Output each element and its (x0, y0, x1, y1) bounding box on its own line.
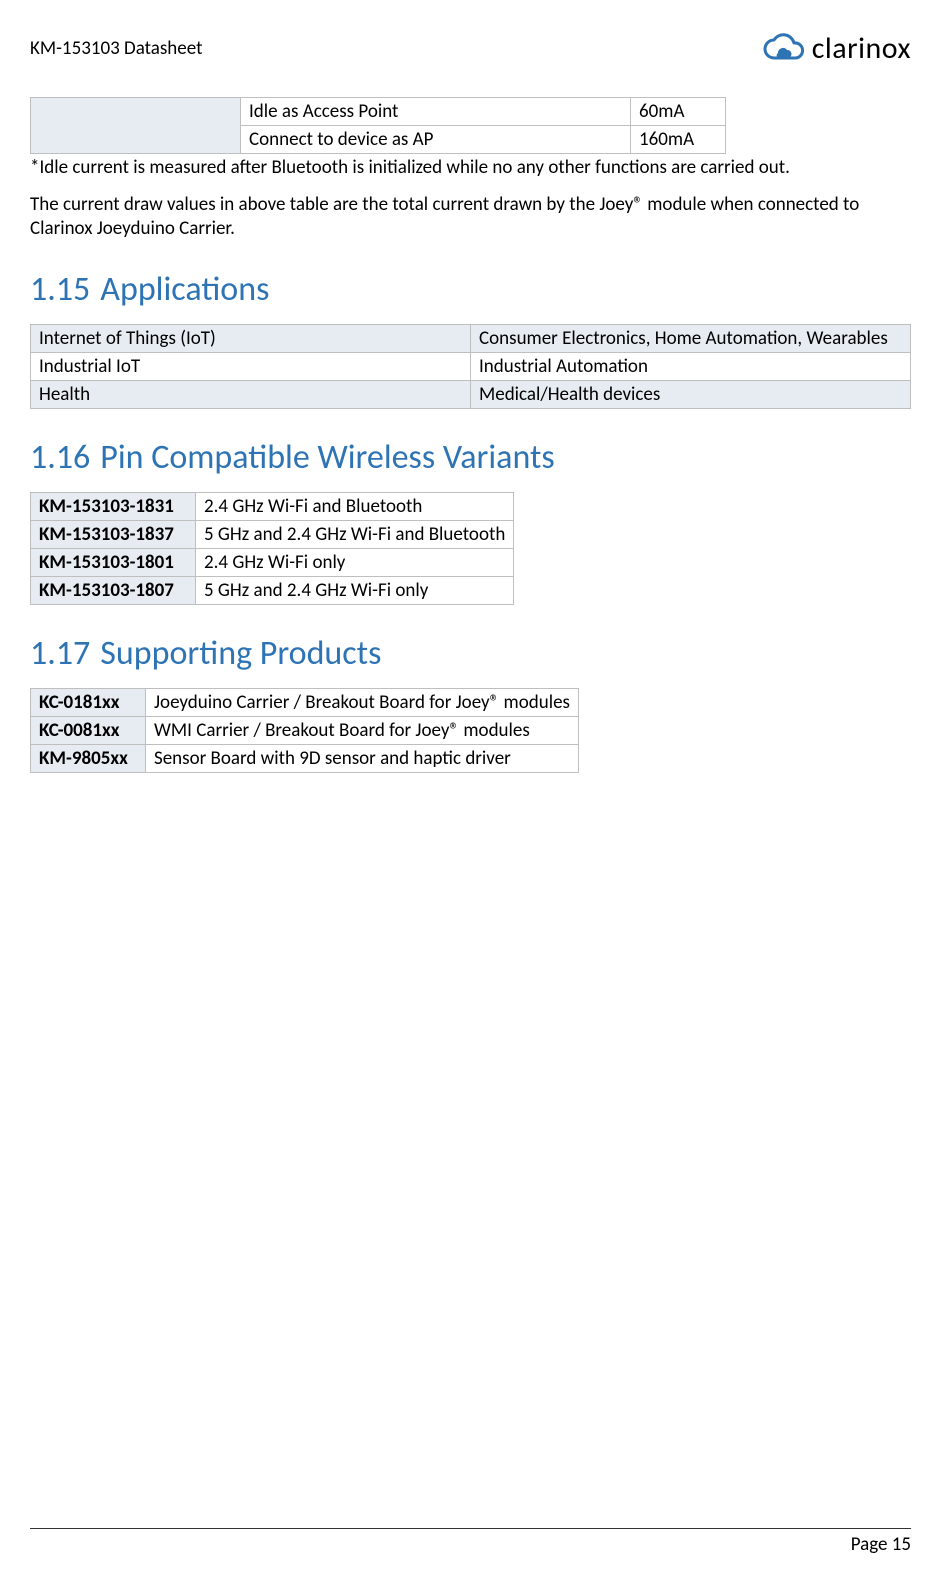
section-title: Applications (100, 269, 269, 310)
table-cell: 2.4 GHz Wi-Fi only (196, 548, 514, 576)
table-cell: Consumer Electronics, Home Automation, W… (471, 324, 911, 352)
brand-name: clarinox (812, 30, 911, 67)
table-cell: Industrial Automation (471, 352, 911, 380)
table-cell: Connect to device as AP (241, 126, 631, 154)
table-cell: Industrial IoT (31, 352, 471, 380)
table-cell: KM-153103-1807 (31, 576, 196, 604)
table-cell-empty (31, 98, 241, 154)
table-row: KM-153103-1831 2.4 GHz Wi-Fi and Bluetoo… (31, 492, 514, 520)
table-row: Health Medical/Health devices (31, 380, 911, 408)
section-title: Pin Compatible Wireless Variants (100, 437, 554, 478)
section-heading-variants: 1.16Pin Compatible Wireless Variants (30, 437, 911, 478)
table-cell: KM-153103-1837 (31, 520, 196, 548)
cloud-icon (760, 33, 806, 65)
table-cell: Sensor Board with 9D sensor and haptic d… (146, 744, 579, 772)
table-cell: Medical/Health devices (471, 380, 911, 408)
table-cell: 160mA (631, 126, 726, 154)
table-row: Internet of Things (IoT) Consumer Electr… (31, 324, 911, 352)
table-cell: Internet of Things (IoT) (31, 324, 471, 352)
page-footer: Page 15 (30, 1528, 911, 1556)
applications-table: Internet of Things (IoT) Consumer Electr… (30, 324, 911, 409)
current-draw-table: Idle as Access Point 60mA Connect to dev… (30, 97, 726, 154)
table-row: Industrial IoT Industrial Automation (31, 352, 911, 380)
table-cell: KC-0081xx (31, 716, 146, 744)
section-number: 1.15 (30, 269, 90, 310)
brand-logo: clarinox (760, 30, 911, 67)
footnote-text: *Idle current is measured after Bluetoot… (30, 156, 911, 179)
table-cell: KM-9805xx (31, 744, 146, 772)
body-paragraph: The current draw values in above table a… (30, 193, 911, 241)
page-number: Page 15 (851, 1533, 911, 1556)
table-row: KM-9805xx Sensor Board with 9D sensor an… (31, 744, 579, 772)
table-cell: 5 GHz and 2.4 GHz Wi-Fi and Bluetooth (196, 520, 514, 548)
table-row: KC-0081xx WMI Carrier / Breakout Board f… (31, 716, 579, 744)
table-cell: Joeyduino Carrier / Breakout Board for J… (146, 688, 579, 716)
section-title: Supporting Products (100, 633, 381, 674)
section-number: 1.16 (30, 437, 90, 478)
table-row: KM-153103-1807 5 GHz and 2.4 GHz Wi-Fi o… (31, 576, 514, 604)
section-heading-supporting: 1.17Supporting Products (30, 633, 911, 674)
table-row: KM-153103-1801 2.4 GHz Wi-Fi only (31, 548, 514, 576)
table-cell: 2.4 GHz Wi-Fi and Bluetooth (196, 492, 514, 520)
table-cell: KC-0181xx (31, 688, 146, 716)
page-header: KM-153103 Datasheet clarinox (30, 30, 911, 67)
table-cell: 5 GHz and 2.4 GHz Wi-Fi only (196, 576, 514, 604)
table-cell: KM-153103-1831 (31, 492, 196, 520)
supporting-products-table: KC-0181xx Joeyduino Carrier / Breakout B… (30, 688, 579, 773)
table-cell: Health (31, 380, 471, 408)
section-number: 1.17 (30, 633, 90, 674)
table-cell: Idle as Access Point (241, 98, 631, 126)
table-row: Idle as Access Point 60mA (31, 98, 726, 126)
table-row: KC-0181xx Joeyduino Carrier / Breakout B… (31, 688, 579, 716)
variants-table: KM-153103-1831 2.4 GHz Wi-Fi and Bluetoo… (30, 492, 514, 605)
section-heading-applications: 1.15Applications (30, 269, 911, 310)
table-cell: KM-153103-1801 (31, 548, 196, 576)
doc-title: KM-153103 Datasheet (30, 37, 202, 60)
table-cell: WMI Carrier / Breakout Board for Joey® m… (146, 716, 579, 744)
table-row: KM-153103-1837 5 GHz and 2.4 GHz Wi-Fi a… (31, 520, 514, 548)
table-cell: 60mA (631, 98, 726, 126)
